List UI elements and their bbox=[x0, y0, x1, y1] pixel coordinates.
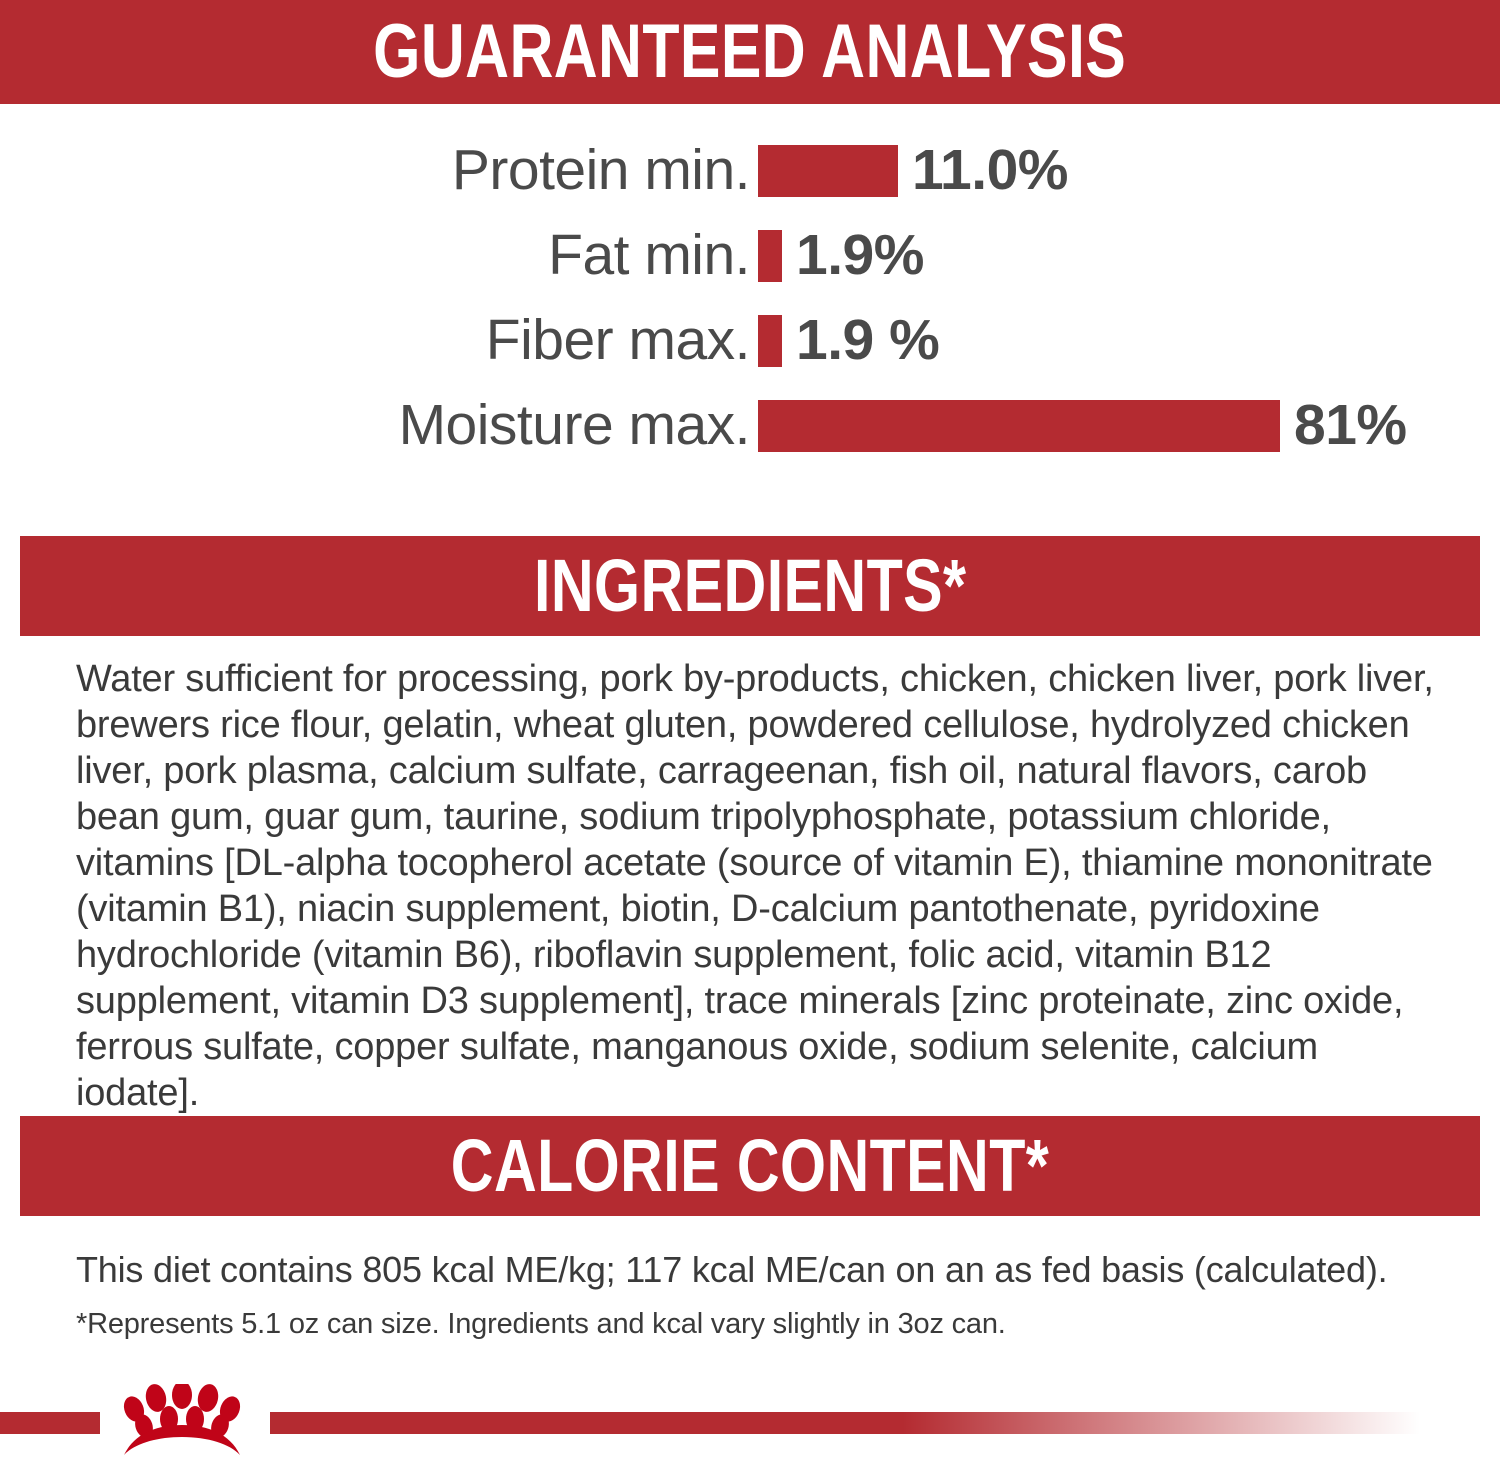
guaranteed-analysis-banner: GUARANTEED ANALYSIS bbox=[0, 0, 1500, 104]
ingredients-banner: INGREDIENTS* bbox=[20, 536, 1480, 636]
nutrient-label-fat: Fat min. bbox=[548, 223, 750, 287]
guaranteed-analysis-chart: Protein min. 11.0% Fat min. 1.9% Fiber m… bbox=[0, 128, 1500, 468]
royal-canin-crown-paw-icon bbox=[108, 1381, 256, 1457]
brand-footer bbox=[0, 1381, 1500, 1457]
nutrient-bar-protein bbox=[758, 144, 898, 197]
calorie-content-footnote: *Represents 5.1 oz can size. Ingredients… bbox=[76, 1308, 1006, 1340]
nutrient-value-protein: 11.0% bbox=[912, 138, 1068, 202]
footer-rule-left bbox=[0, 1412, 100, 1434]
nutrient-row: Protein min. 11.0% bbox=[0, 128, 1500, 213]
nutrient-label-fiber: Fiber max. bbox=[485, 308, 751, 372]
nutrient-value-fat: 1.9% bbox=[796, 223, 924, 287]
nutrient-label-protein: Protein min. bbox=[451, 138, 751, 202]
nutrient-bar-moisture bbox=[758, 399, 1280, 452]
nutrient-value-fiber: 1.9 % bbox=[796, 308, 940, 372]
nutrient-value-moisture: 81% bbox=[1294, 393, 1407, 457]
ingredients-text: Water sufficient for processing, pork by… bbox=[76, 658, 1434, 1114]
calorie-content-heading: CALORIE CONTENT* bbox=[450, 1124, 1050, 1207]
nutrient-row: Moisture max. 81% bbox=[0, 383, 1500, 468]
nutrient-label-moisture: Moisture max. bbox=[398, 393, 751, 457]
ingredients-heading: INGREDIENTS* bbox=[533, 544, 967, 627]
guaranteed-analysis-heading: GUARANTEED ANALYSIS bbox=[373, 9, 1127, 94]
footer-rule-right bbox=[270, 1412, 1420, 1434]
nutrient-bar-fiber bbox=[758, 314, 782, 367]
calorie-content-banner: CALORIE CONTENT* bbox=[20, 1116, 1480, 1216]
calorie-content-text: This diet contains 805 kcal ME/kg; 117 k… bbox=[76, 1249, 1388, 1290]
nutrient-row: Fat min. 1.9% bbox=[0, 213, 1500, 298]
nutrient-bar-fat bbox=[758, 229, 782, 282]
nutrient-row: Fiber max. 1.9 % bbox=[0, 298, 1500, 383]
